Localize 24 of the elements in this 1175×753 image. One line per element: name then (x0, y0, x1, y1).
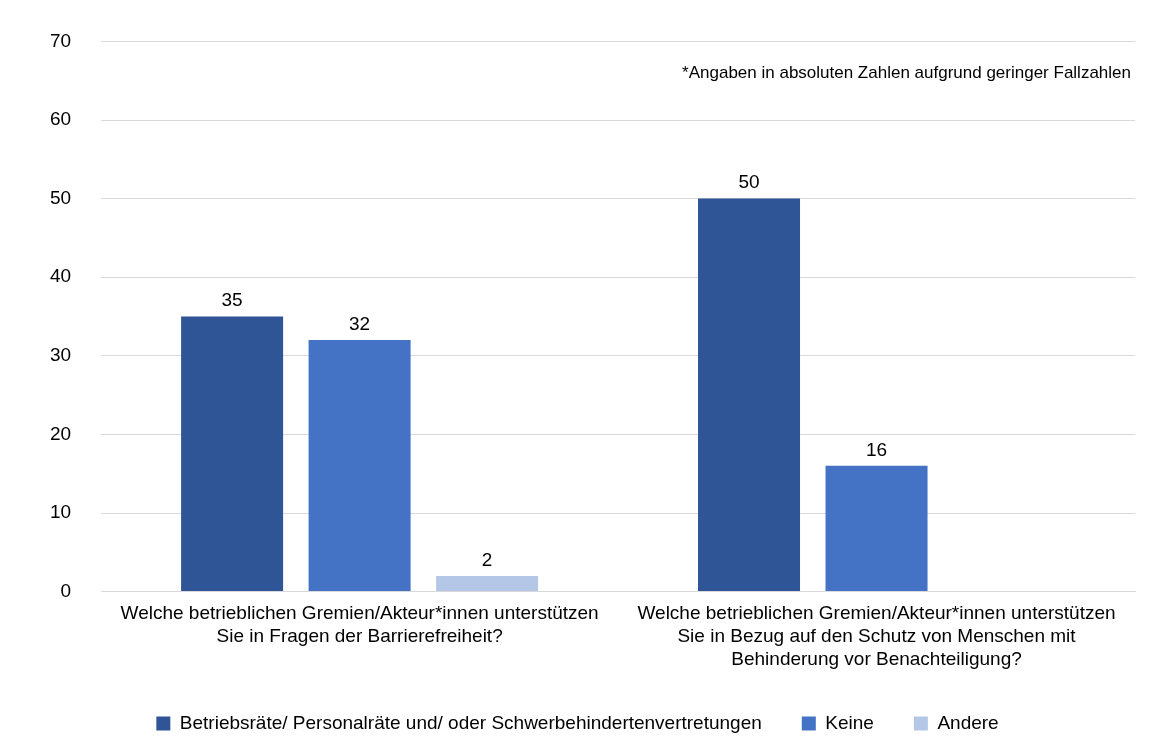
y-tick-label: 0 (60, 579, 72, 601)
y-tick-label: 70 (49, 29, 72, 51)
data-label: 16 (865, 438, 888, 460)
annotation: *Angaben in absoluten Zahlen aufgrund geringer Fallzahlen (682, 63, 1131, 83)
legend-label: Betriebsräte/ Personalräte und/ oder Schwerbehindertenvertretungen (179, 711, 762, 733)
data-label: 50 (738, 171, 760, 193)
bar (181, 316, 284, 592)
bar (825, 465, 928, 592)
x-tick-label: Welche betrieblichen Gremien/Akteur*innen unterstützen Sie in Fragen der Barrierefreiheit? (120, 602, 599, 647)
legend-label: Andere (937, 711, 999, 733)
y-tick-label: 50 (49, 186, 72, 208)
y-tick-label: 10 (49, 501, 72, 523)
y-tick-label: 20 (49, 422, 72, 444)
data-label: 2 (481, 548, 493, 570)
x-tick-label: Welche betrieblichen Gremien/Akteur*innen unterstützen Sie in Bezug auf den Schutz von Menschen mit Behinderung vor Benachteiligung? (637, 602, 1116, 669)
bar (698, 198, 801, 592)
bar (436, 575, 539, 592)
data-label: 32 (349, 312, 371, 334)
y-tick-label: 60 (49, 108, 72, 130)
bar (308, 340, 411, 592)
y-tick-label: 30 (49, 344, 72, 366)
y-tick-label: 40 (49, 265, 72, 287)
data-label: 35 (221, 289, 243, 311)
legend-label: Keine (825, 711, 874, 733)
